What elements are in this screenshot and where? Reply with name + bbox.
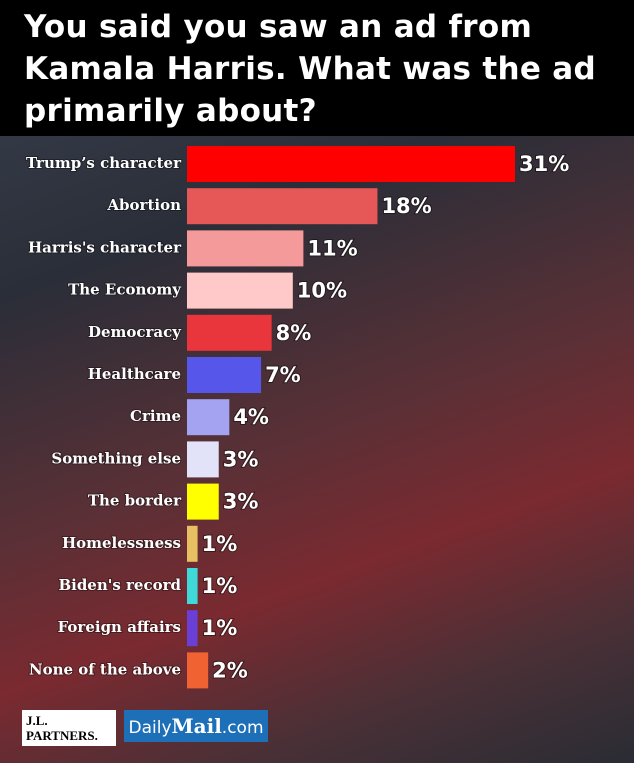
bar [187,399,230,436]
bar [187,441,219,478]
value-label: 10% [297,279,347,303]
value-label: 1% [202,616,238,640]
category-label: Democracy [88,323,182,341]
bar [187,652,209,689]
category-label: Homelessness [62,534,181,552]
value-label: 8% [276,321,312,345]
logo-text: Mail [171,714,222,738]
value-label: 7% [265,363,301,387]
logo-text: .com [221,718,264,738]
bar [187,610,198,647]
value-label: 3% [223,490,259,514]
category-label: Something else [51,449,181,467]
category-label: Trump’s character [26,154,182,172]
category-label: Foreign affairs [58,618,181,636]
bar [187,525,198,562]
value-label: 3% [223,447,259,471]
logo-text: PARTNERS. [26,728,98,743]
category-label: The border [88,492,182,510]
bar [187,146,515,182]
category-label: The Economy [68,281,182,299]
logo-text: Daily [128,718,172,738]
category-label: Crime [130,407,181,425]
bar [187,188,378,225]
value-label: 1% [202,574,238,598]
value-label: 18% [381,194,431,218]
category-label: Abortion [106,196,181,214]
logo-jl-partners: J.L. PARTNERS. [22,710,116,746]
category-label: Biden's record [58,576,181,594]
value-label: 11% [307,236,357,260]
category-label: None of the above [29,660,181,678]
category-label: Healthcare [88,365,181,383]
value-label: 2% [212,658,248,682]
chart-title: You said you saw an ad from Kamala Harri… [24,9,596,129]
logo-text: J.L. [26,713,48,728]
bar [187,230,304,267]
bar [187,568,198,604]
title-band [0,0,634,136]
logo-daily-mail: DailyMail.com [124,710,268,742]
bar [187,483,219,520]
value-label: 4% [233,405,269,429]
category-label: Harris's character [28,238,182,256]
bar [187,272,293,309]
value-label: 31% [519,152,569,176]
bar [187,357,262,393]
bar [187,314,272,351]
value-label: 1% [202,532,238,556]
